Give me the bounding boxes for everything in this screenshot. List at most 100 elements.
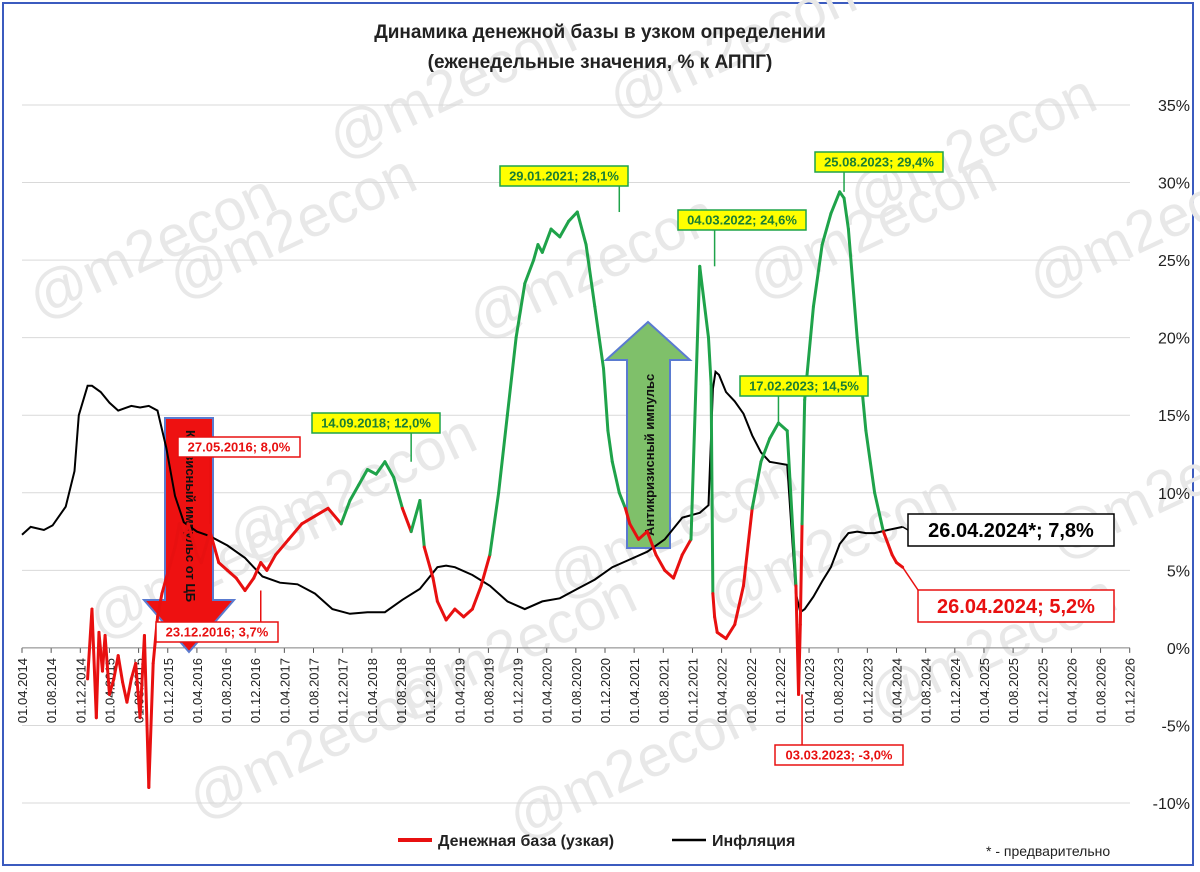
series-segment-money-base: [820, 212, 833, 247]
annotation-label: 04.03.2022; 24,6%: [687, 213, 797, 228]
series-segment-money-base: [142, 633, 151, 789]
series-segment-money-base: [383, 460, 396, 479]
annotation-label: 25.08.2023; 29,4%: [824, 155, 934, 170]
annotation-box: [917, 589, 1115, 623]
series-segment-money-base: [252, 561, 263, 580]
annotation-connector: [902, 566, 919, 591]
series-segment-money-base: [186, 522, 195, 541]
series-segment-money-base: [724, 623, 737, 641]
series-segment-money-base: [558, 219, 571, 239]
series-segment-money-base: [392, 475, 404, 510]
x-tick-label: 01.04.2018: [365, 658, 380, 723]
series-segment-money-base: [709, 382, 715, 596]
series-segment-money-base: [768, 421, 780, 440]
series-segment-money-base: [265, 553, 278, 572]
series-segment-money-base: [326, 506, 343, 526]
annotation-connector: [902, 526, 909, 531]
watermark: @m2econ: [1018, 141, 1200, 312]
series-segment-money-base: [776, 421, 789, 433]
y-tick-label: 25%: [1158, 253, 1190, 270]
x-tick-label: 01.04.2022: [715, 658, 730, 723]
series-segment-money-base: [593, 305, 606, 371]
annotation-box: [677, 209, 807, 231]
series-segment-money-base: [623, 506, 632, 526]
series-segment-money-base: [300, 514, 317, 526]
series-segment-money-base: [453, 607, 466, 619]
x-tick-label: 01.08.2019: [481, 658, 496, 723]
annotation-box: [814, 151, 944, 173]
series-segment-money-base: [797, 623, 802, 696]
series-segment-money-base: [713, 615, 719, 634]
series-segment-money-base: [94, 630, 101, 720]
series-segment-money-base: [243, 576, 256, 592]
x-tick-label: 01.04.2020: [540, 658, 555, 723]
x-tick-label: 01.04.2014: [15, 658, 30, 723]
series-segment-money-base: [698, 264, 710, 340]
series-segment-money-base: [125, 677, 133, 704]
series-segment-money-base: [274, 537, 291, 557]
series-segment-money-base: [470, 584, 483, 611]
x-tick-label: 01.04.2016: [190, 658, 205, 723]
series-segment-money-base: [409, 499, 422, 534]
x-tick-label: 01.04.2025: [977, 658, 992, 723]
series-segment-money-base: [116, 654, 125, 684]
series-segment-money-base: [103, 633, 111, 696]
footnote: * - предварительно: [986, 843, 1110, 859]
y-tick-label: 0%: [1167, 641, 1190, 658]
x-tick-label: 01.08.2020: [569, 658, 584, 723]
series-segment-money-base: [160, 576, 168, 596]
series-segment-money-base: [540, 227, 553, 254]
series-segment-money-base: [234, 576, 247, 592]
series-segment-money-base: [645, 530, 658, 557]
x-tick-label: 01.12.2020: [598, 658, 613, 723]
series-segment-money-base: [173, 522, 181, 549]
x-tick-label: 01.12.2026: [1123, 658, 1138, 723]
y-tick-label: 10%: [1158, 486, 1190, 503]
annotations: 14.09.2018; 12,0% 29.01.2021; 28,1% 04.03.…: [155, 151, 1115, 766]
x-tick-label: 01.12.2014: [73, 658, 88, 723]
series-segment-money-base: [259, 561, 269, 572]
series-segment-money-base: [169, 545, 177, 565]
series-segment-money-base: [846, 227, 859, 340]
legend: Денежная база (узкая) Инфляция: [398, 833, 795, 850]
series-segment-money-base: [711, 592, 717, 619]
series-segment-money-base: [444, 607, 457, 622]
series-segment-money-base: [895, 561, 905, 569]
series-segment-money-base: [864, 429, 877, 495]
annotation-label: 26.04.2024; 5,2%: [937, 596, 1095, 618]
x-tick-label: 01.04.2017: [277, 658, 292, 723]
series-segment-money-base: [164, 561, 173, 580]
series-segment-money-base: [798, 522, 804, 627]
series-segment-money-base: [339, 499, 352, 526]
y-tick-label: -5%: [1162, 718, 1190, 735]
series-segment-money-base: [287, 522, 304, 541]
series-segment-money-base: [672, 553, 684, 580]
series-segment-money-base: [617, 491, 627, 510]
x-tick-label: 01.08.2017: [307, 658, 322, 723]
series-segment-money-base: [602, 367, 610, 433]
x-tick-label: 01.12.2025: [1035, 658, 1050, 723]
series-segment-money-base: [689, 264, 702, 541]
annotation-box: [774, 744, 904, 766]
series-segment-money-base: [488, 491, 501, 557]
series-segment-money-base: [357, 468, 369, 487]
x-tick-label: 01.12.2023: [860, 658, 875, 723]
annotation-label: 17.02.2023; 14,5%: [749, 379, 859, 394]
annotation-label: 23.12.2016; 3,7%: [166, 625, 269, 640]
annotation-label: 14.09.2018; 12,0%: [321, 416, 431, 431]
series-segment-money-base: [663, 568, 676, 580]
anticrisis-arrow: [603, 320, 693, 549]
series-segment-money-base: [497, 413, 509, 495]
series-segment-money-base: [549, 227, 562, 239]
x-tick-label: 01.04.2023: [802, 658, 817, 723]
x-tick-label: 01.08.2018: [394, 658, 409, 723]
x-tick-label: 01.08.2023: [831, 658, 846, 723]
series-segment-money-base: [479, 553, 492, 588]
x-tick-label: 01.04.2019: [452, 658, 467, 723]
series-segment-money-base: [514, 281, 527, 340]
series-segment-money-base: [785, 429, 798, 588]
series-segment-money-base: [741, 506, 754, 588]
series-segment-money-base: [191, 537, 199, 557]
chart-subtitle: (еженедельные значения, % к АППГ): [428, 52, 773, 73]
